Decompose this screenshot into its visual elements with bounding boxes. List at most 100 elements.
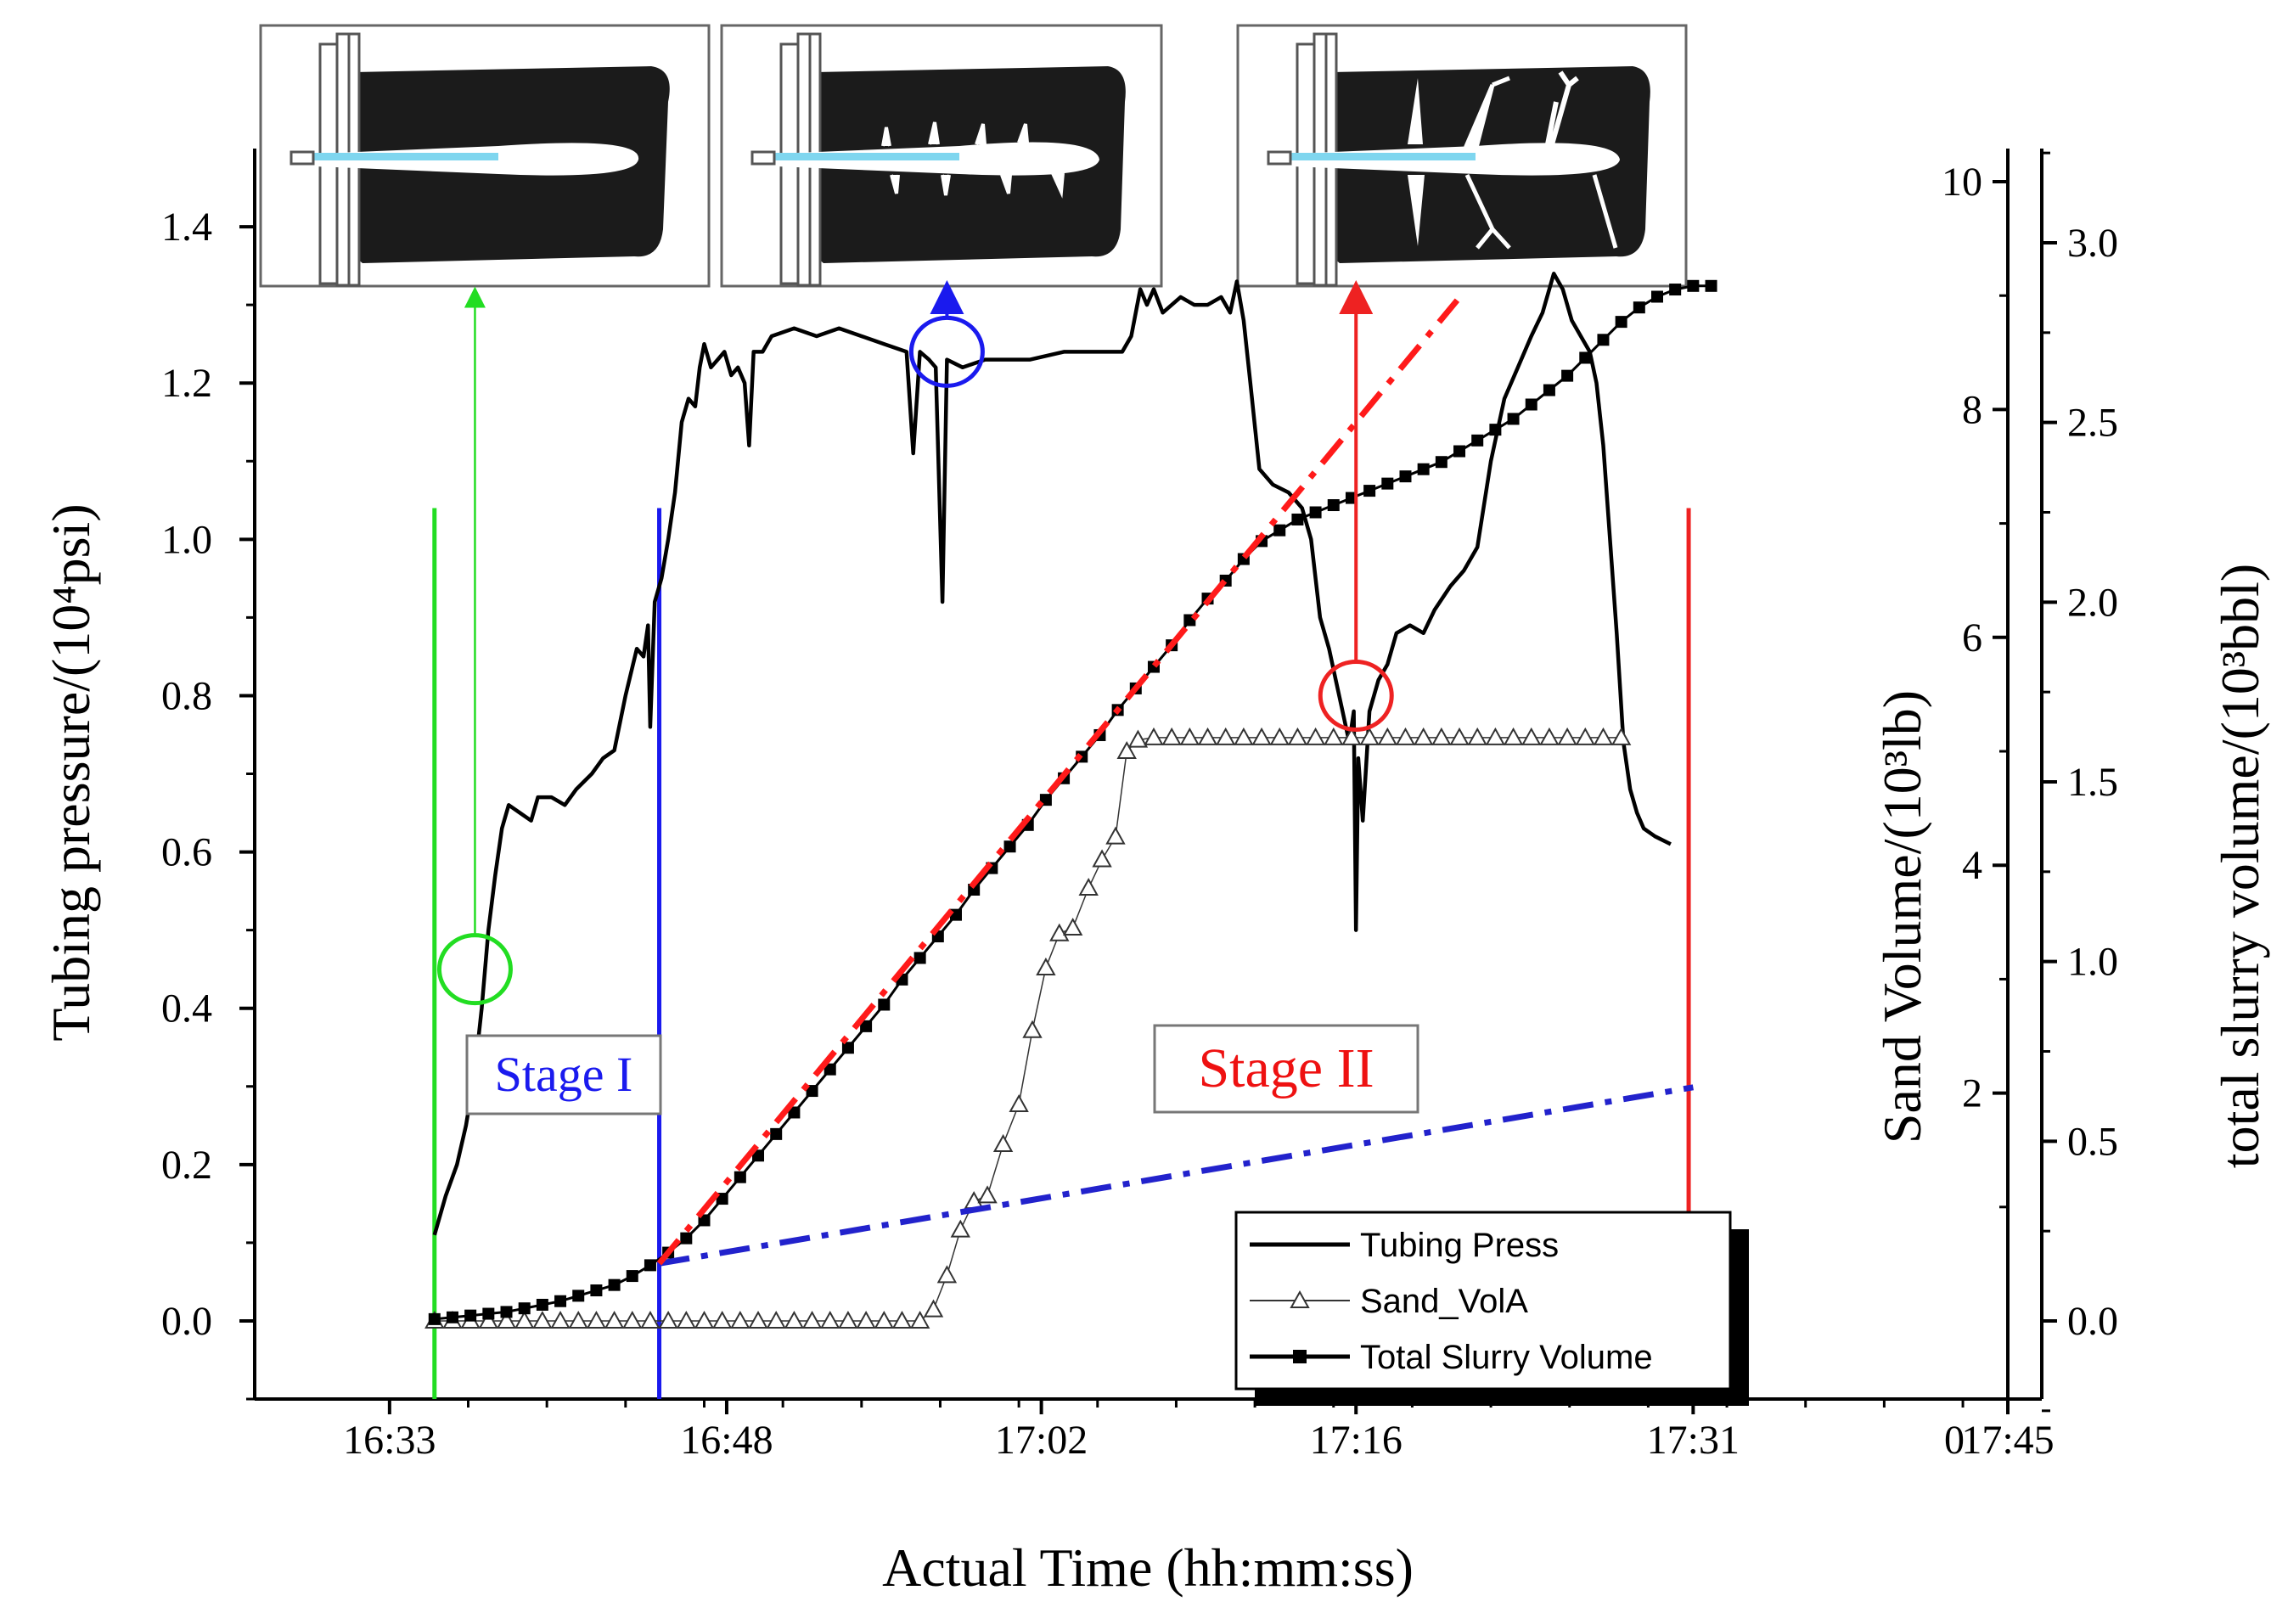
- total-slurry-point-69: [1669, 284, 1682, 296]
- sand-vola-point-68: [1575, 727, 1595, 745]
- total-slurry-point-59: [1489, 424, 1502, 436]
- stage-1-label: Stage I: [495, 1047, 633, 1102]
- series-tubing-press: [432, 272, 1672, 1236]
- total-slurry-point-55: [1417, 463, 1430, 475]
- sand-vola-point-23: [838, 1310, 858, 1329]
- sand-vola-point-56: [1359, 727, 1380, 745]
- y-slurry-tick-label-5: 2.5: [2067, 401, 2118, 446]
- sand-vola-point-69: [1593, 727, 1614, 745]
- total-slurry-point-49: [1309, 506, 1322, 519]
- total-slurry-point-63: [1561, 369, 1574, 382]
- total-slurry-point-23: [841, 1042, 854, 1054]
- x-tick-label-4: 17:31: [1647, 1418, 1740, 1463]
- x-tick-label-0: 16:33: [343, 1418, 436, 1463]
- y-slurry-tick-label-4: 2.0: [2067, 580, 2118, 625]
- sand-vola-point-32: [977, 1185, 998, 1204]
- total-slurry-point-61: [1525, 398, 1537, 411]
- sand-vola-point-53: [1305, 727, 1326, 745]
- total-slurry-point-16: [716, 1193, 728, 1205]
- total-slurry-point-22: [824, 1063, 836, 1076]
- y-slurry-tick-label-0: 0.0: [2067, 1299, 2118, 1344]
- sand-vola-point-21: [801, 1310, 823, 1329]
- total-slurry-point-53: [1381, 477, 1394, 490]
- stage-1-annotation: Stage I: [465, 1034, 662, 1115]
- sand-vola-point-67: [1557, 727, 1577, 745]
- sand-vola-point-14: [676, 1310, 697, 1329]
- sand-vola-point-54: [1324, 727, 1344, 745]
- sand-vola-point-39: [1078, 877, 1099, 896]
- total-slurry-point-7: [554, 1295, 567, 1307]
- sand-vola-point-15: [694, 1310, 715, 1329]
- y-left-tick-label-7: 1.4: [161, 205, 212, 250]
- sand-vola-point-8: [568, 1310, 588, 1329]
- sand-vola-point-5: [514, 1310, 535, 1329]
- legend-entry-sand-vola: Sand_VolA: [1250, 1283, 1528, 1320]
- axes: [253, 149, 2043, 1401]
- total-slurry-point-68: [1651, 290, 1663, 303]
- total-slurry-point-4: [500, 1306, 513, 1318]
- sand-vola-point-11: [622, 1310, 643, 1329]
- x-tick-label-1: 16:48: [680, 1418, 773, 1463]
- event-markers: [436, 280, 1394, 1006]
- total-slurry-line: [434, 284, 1712, 1321]
- sand-vola-point-9: [586, 1310, 607, 1329]
- sand-vola-point-3: [478, 1310, 499, 1329]
- sand-vola-point-16: [711, 1310, 733, 1329]
- total-slurry-point-47: [1273, 524, 1286, 537]
- fit-line-path: [656, 298, 1460, 1266]
- sand-vola-point-47: [1197, 727, 1218, 745]
- sand-vola-point-40: [1092, 849, 1112, 868]
- total-slurry-point-62: [1543, 384, 1555, 396]
- sand-vola-point-59: [1413, 727, 1434, 745]
- sand-vola-point-52: [1287, 727, 1308, 745]
- inset-image-stage-initial: [259, 24, 711, 288]
- legend-label-tubing-press: Tubing Press: [1360, 1227, 1559, 1264]
- total-slurry-point-48: [1291, 513, 1304, 525]
- total-slurry-point-50: [1327, 499, 1340, 512]
- inset-image-stage-complex-fractures: [1236, 24, 1688, 288]
- series-fit-line-4: [656, 298, 1460, 1266]
- total-slurry-point-66: [1615, 316, 1627, 329]
- y-sand-tick-label-2: 6: [1962, 615, 1982, 660]
- sand-vola-point-42: [1116, 740, 1137, 759]
- y-left-tick-label-6: 1.2: [161, 361, 212, 406]
- sand-vola-point-18: [748, 1310, 768, 1329]
- sand-vola-point-6: [532, 1310, 553, 1329]
- stage-2-label: Stage II: [1198, 1037, 1374, 1099]
- sand-vola-point-13: [658, 1310, 678, 1329]
- sand-vola-point-58: [1395, 727, 1416, 745]
- fit-line-path: [658, 1084, 1694, 1267]
- total-slurry-point-17: [734, 1171, 746, 1183]
- sand-vola-point-44: [1144, 727, 1164, 745]
- x-axis-origin-label: 0: [1944, 1418, 1965, 1463]
- total-slurry-point-21: [806, 1085, 818, 1098]
- sand-vola-point-17: [730, 1310, 750, 1329]
- y-sand-tick-label-0: 2: [1962, 1071, 1982, 1116]
- total-slurry-point-1: [446, 1311, 458, 1323]
- sand-vola-point-37: [1049, 923, 1070, 941]
- total-slurry-point-3: [482, 1307, 495, 1320]
- sand-vola-point-19: [766, 1310, 786, 1329]
- sand-vola-point-12: [640, 1310, 661, 1329]
- total-slurry-point-58: [1471, 434, 1484, 447]
- sand-vola-point-20: [784, 1310, 805, 1329]
- y-slurry-tick-label-3: 1.5: [2067, 760, 2118, 805]
- sand-vola-point-7: [550, 1310, 571, 1329]
- y-sand-tick-label-1: 4: [1962, 843, 1982, 888]
- total-slurry-point-65: [1597, 334, 1610, 346]
- sand-vola-point-50: [1251, 727, 1272, 745]
- sand-vola-point-28: [923, 1299, 944, 1318]
- y-axis-left-title: Tubing pressure/(10⁴psi): [41, 503, 101, 1041]
- event-circle-red: [1318, 659, 1394, 732]
- total-slurry-point-70: [1687, 279, 1700, 292]
- total-slurry-point-27: [913, 952, 926, 964]
- sand-vola-point-41: [1105, 826, 1126, 845]
- total-slurry-point-24: [860, 1020, 873, 1032]
- total-slurry-point-32: [1003, 840, 1016, 853]
- legend: Tubing Press Sand_VolA Total Slurry Volu…: [1234, 1211, 1749, 1406]
- tick-marks: [239, 151, 2057, 1414]
- sand-vola-point-48: [1215, 727, 1236, 745]
- stage-2-box: [1153, 1024, 1419, 1114]
- total-slurry-point-10: [608, 1278, 621, 1291]
- total-slurry-point-19: [770, 1127, 783, 1140]
